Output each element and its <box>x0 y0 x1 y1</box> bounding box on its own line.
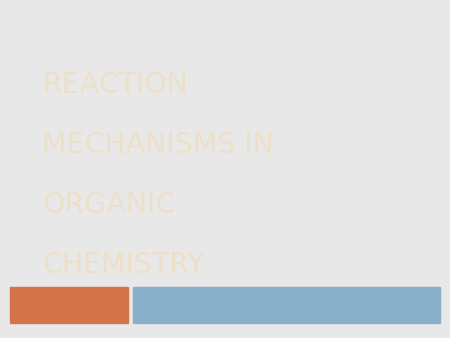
Text: MECHANISMS IN: MECHANISMS IN <box>42 130 274 159</box>
Text: ORGANIC: ORGANIC <box>42 191 176 219</box>
Text: REACTION: REACTION <box>42 71 188 99</box>
Bar <box>132 287 440 323</box>
Bar <box>10 287 128 323</box>
Text: CHEMISTRY: CHEMISTRY <box>42 250 205 279</box>
